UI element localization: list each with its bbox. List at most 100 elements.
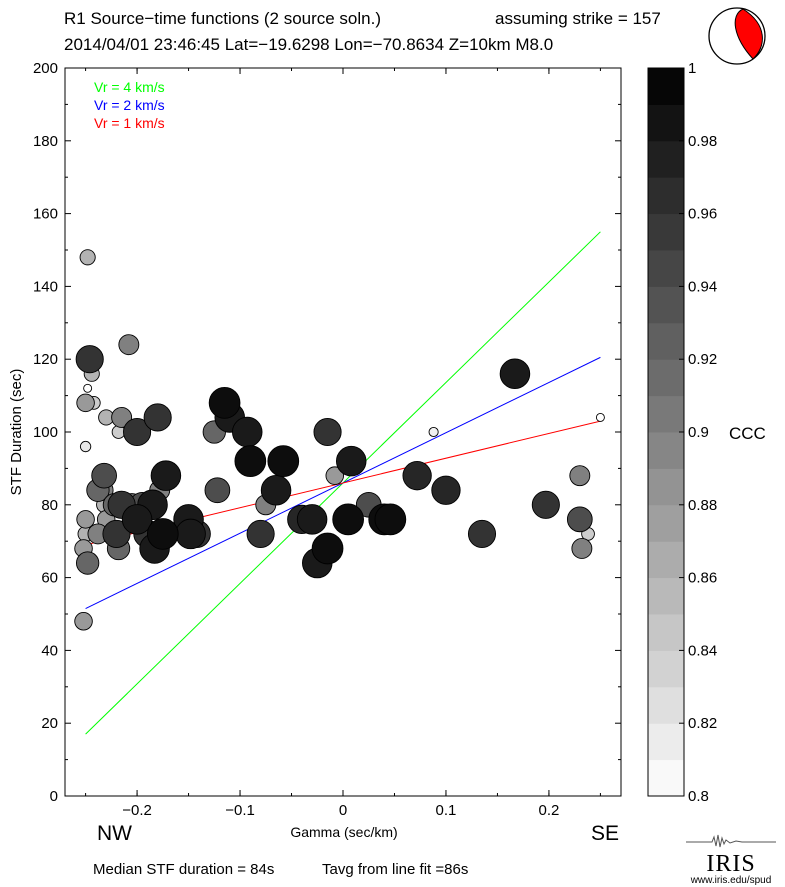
data-point <box>111 406 133 428</box>
colorbar-tick-label: 0.98 <box>688 133 717 150</box>
data-point <box>79 440 92 453</box>
data-point <box>467 519 497 548</box>
data-points <box>74 249 605 631</box>
data-point <box>374 503 407 536</box>
y-tick-label: 200 <box>33 60 58 77</box>
colorbar-step <box>648 68 684 105</box>
colorbar-step <box>648 213 684 251</box>
x-tick-label: 0.1 <box>436 802 457 819</box>
strike-label: assuming strike = 157 <box>495 9 661 28</box>
data-point <box>566 506 593 533</box>
y-tick-label: 160 <box>33 206 58 223</box>
colorbar-tick-label: 0.94 <box>688 278 717 295</box>
ccc-colorbar: 0.8 0.82 0.84 0.86 0.88 0.9 0.92 0.94 0.96 0.98 1 <box>647 60 717 805</box>
legend: Vr = 4 km/s Vr = 2 km/s Vr = 1 km/s <box>94 79 165 131</box>
colorbar-tick-label: 0.9 <box>688 424 709 441</box>
data-point <box>267 445 300 477</box>
data-point <box>296 504 328 535</box>
y-tick-label: 60 <box>41 570 58 587</box>
x-axis-label: Gamma (sec/km) <box>290 824 397 840</box>
data-point <box>146 518 179 550</box>
colorbar-step <box>648 577 684 615</box>
event-info: 2014/04/01 23:46:45 Lat=−19.6298 Lon=−70… <box>64 35 554 54</box>
data-point <box>231 416 263 448</box>
data-point <box>569 465 591 487</box>
data-point <box>150 460 182 491</box>
colorbar-tick-label: 0.88 <box>688 497 717 514</box>
colorbar-step <box>648 723 684 761</box>
data-point <box>246 519 275 548</box>
colorbar-tick-label: 0.86 <box>688 570 717 587</box>
colorbar-step <box>648 250 684 287</box>
data-point <box>499 358 531 390</box>
colorbar-label: CCC <box>729 424 766 443</box>
data-point <box>402 461 432 491</box>
colorbar-step <box>648 504 684 542</box>
data-point <box>335 445 367 477</box>
data-point <box>74 612 93 631</box>
data-point <box>204 477 231 504</box>
colorbar-tick-label: 0.82 <box>688 715 717 732</box>
colorbar-step <box>648 140 684 178</box>
data-point <box>123 417 152 447</box>
colorbar-step <box>648 104 684 142</box>
colorbar-tick-label: 0.96 <box>688 206 717 223</box>
colorbar-step <box>648 650 684 688</box>
iris-logo: IRIS www.iris.edu/spud <box>686 832 776 887</box>
data-point <box>313 417 342 447</box>
legend-entry: Vr = 4 km/s <box>94 79 165 95</box>
colorbar-step <box>648 286 684 324</box>
colorbar-step <box>648 468 684 506</box>
focal-mechanism-beachball <box>708 7 766 65</box>
direction-se: SE <box>591 822 620 845</box>
data-point <box>102 519 131 548</box>
x-tick-label: −0.2 <box>122 802 152 819</box>
colorbar-tick-label: 0.8 <box>688 788 709 805</box>
x-tick-label: 0.2 <box>538 802 559 819</box>
data-point <box>76 393 95 413</box>
data-point <box>76 551 100 575</box>
data-point <box>121 504 153 535</box>
direction-nw: NW <box>97 822 132 845</box>
data-point <box>79 249 96 266</box>
data-point <box>76 510 95 529</box>
colorbar-step <box>648 177 684 215</box>
colorbar-step <box>648 541 684 579</box>
data-point <box>595 412 605 422</box>
data-point <box>431 475 461 505</box>
colorbar-step <box>648 395 684 433</box>
y-tick-label: 80 <box>41 497 58 514</box>
seismogram-icon <box>686 834 776 848</box>
data-point <box>311 532 344 565</box>
iris-logo-text: IRIS <box>706 851 756 877</box>
data-point <box>234 445 267 477</box>
y-tick-label: 120 <box>33 351 58 368</box>
data-point <box>83 383 93 393</box>
legend-entry: Vr = 1 km/s <box>94 115 165 131</box>
x-tick-label: −0.1 <box>225 802 255 819</box>
chart-title: R1 Source−time functions (2 source soln.… <box>64 9 382 28</box>
data-point <box>260 474 292 506</box>
data-point <box>118 334 140 356</box>
colorbar-tick-label: 0.92 <box>688 351 717 368</box>
colorbar-step <box>648 322 684 360</box>
axes: −0.2 −0.1 0 0.1 0.2 0 20 40 60 80 100 120 140 160 180 2… <box>33 60 621 819</box>
y-tick-label: 40 <box>41 642 58 659</box>
data-point <box>325 466 345 485</box>
data-point <box>332 503 364 536</box>
colorbar-step <box>648 759 684 797</box>
y-tick-label: 20 <box>41 715 58 732</box>
data-point <box>75 345 104 374</box>
colorbar-step <box>648 359 684 397</box>
data-point <box>531 490 560 519</box>
y-axis-label: STF Duration (sec) <box>8 369 25 496</box>
median-duration: Median STF duration = 84s <box>93 861 275 878</box>
colorbar-step <box>648 614 684 651</box>
colorbar-tick-label: 0.84 <box>688 642 717 659</box>
data-point <box>208 387 241 419</box>
y-tick-label: 0 <box>50 788 58 805</box>
y-tick-label: 100 <box>33 424 58 441</box>
y-tick-label: 140 <box>33 278 58 295</box>
tavg-line-fit: Tavg from line fit =86s <box>322 861 469 878</box>
